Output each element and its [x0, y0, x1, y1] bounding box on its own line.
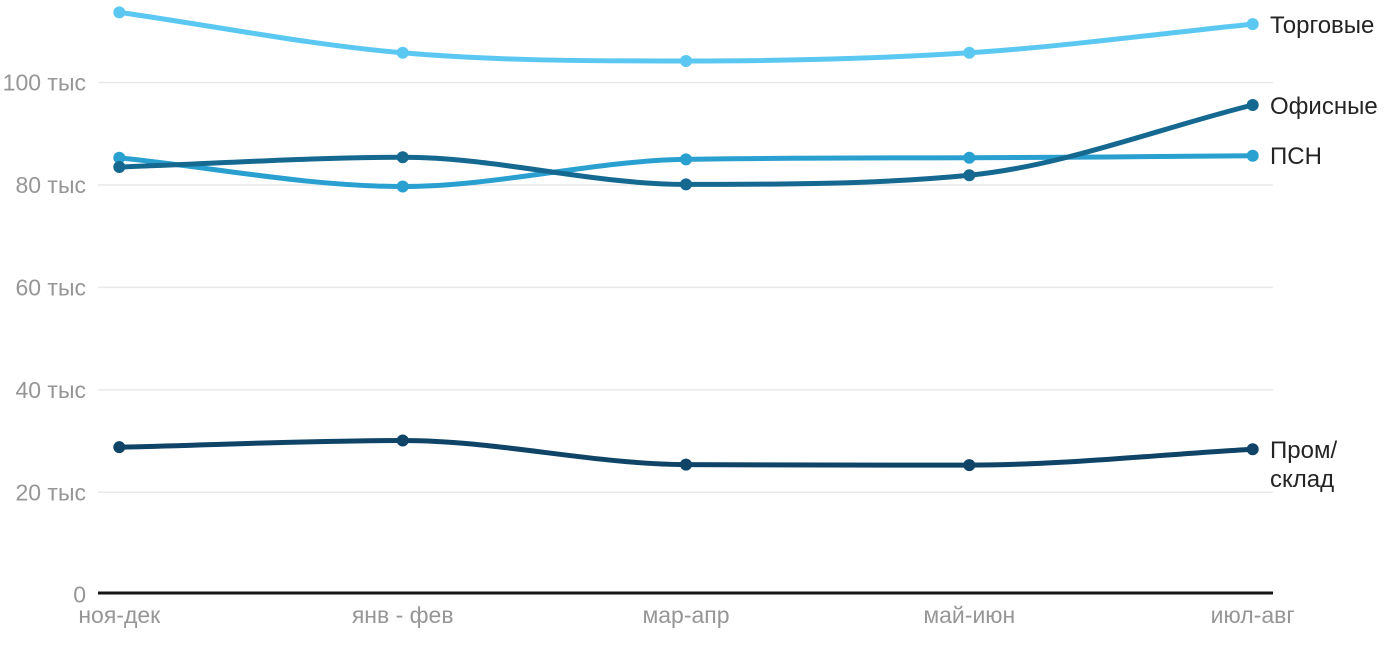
data-point-torgovye[interactable] — [680, 54, 692, 67]
data-point-prom-sklad[interactable] — [113, 441, 126, 454]
y-tick-label: 100 тыс — [3, 70, 86, 96]
legend-label-torgovye: Торговые — [1270, 11, 1374, 40]
data-point-torgovye[interactable] — [113, 6, 126, 19]
data-point-ofisnye[interactable] — [1246, 99, 1259, 112]
data-point-ofisnye[interactable] — [963, 169, 976, 182]
y-tick-label: 80 тыс — [15, 172, 86, 198]
data-point-prom-sklad[interactable] — [396, 434, 409, 447]
data-point-torgovye[interactable] — [1246, 18, 1259, 31]
data-point-psn[interactable] — [396, 180, 409, 193]
data-point-torgovye[interactable] — [963, 46, 976, 59]
x-tick-label: мар-апр — [642, 602, 729, 628]
y-tick-label: 60 тыс — [15, 274, 86, 300]
legend-label-text: Торговые — [1270, 11, 1375, 39]
x-tick-label: ноя-дек — [78, 602, 161, 628]
legend-label-psn: ПСН — [1270, 142, 1322, 171]
data-point-psn[interactable] — [113, 151, 126, 164]
legend-label-text: ПСН — [1270, 143, 1322, 171]
x-tick-label: май-июн — [923, 602, 1015, 628]
legend-label-text: Пром/ — [1270, 436, 1338, 464]
data-point-prom-sklad[interactable] — [1246, 443, 1259, 456]
legend-label-prom-sklad: Пром/склад — [1270, 436, 1337, 494]
series-line-ofisnye — [116, 102, 1256, 187]
legend-label-ofisnye: Офисные — [1270, 92, 1378, 121]
data-point-psn[interactable] — [680, 153, 692, 166]
data-point-prom-sklad[interactable] — [963, 459, 976, 472]
data-point-torgovye[interactable] — [396, 46, 409, 59]
y-tick-label: 40 тыс — [15, 377, 86, 403]
x-tick-label: янв - фев — [352, 602, 454, 628]
legend-label-text: склад — [1270, 465, 1335, 493]
data-point-ofisnye[interactable] — [113, 161, 126, 174]
data-point-psn[interactable] — [1246, 149, 1259, 162]
y-tick-label: 20 тыс — [15, 479, 86, 505]
data-point-ofisnye[interactable] — [680, 178, 692, 191]
y-tick-label: 0 — [73, 582, 86, 608]
legend-label-text: Офисные — [1270, 92, 1378, 120]
data-point-prom-sklad[interactable] — [680, 458, 692, 471]
x-tick-label: июл-авг — [1211, 602, 1295, 628]
data-point-psn[interactable] — [963, 151, 976, 164]
data-point-ofisnye[interactable] — [396, 151, 409, 164]
series-line-torgovye — [116, 9, 1256, 64]
